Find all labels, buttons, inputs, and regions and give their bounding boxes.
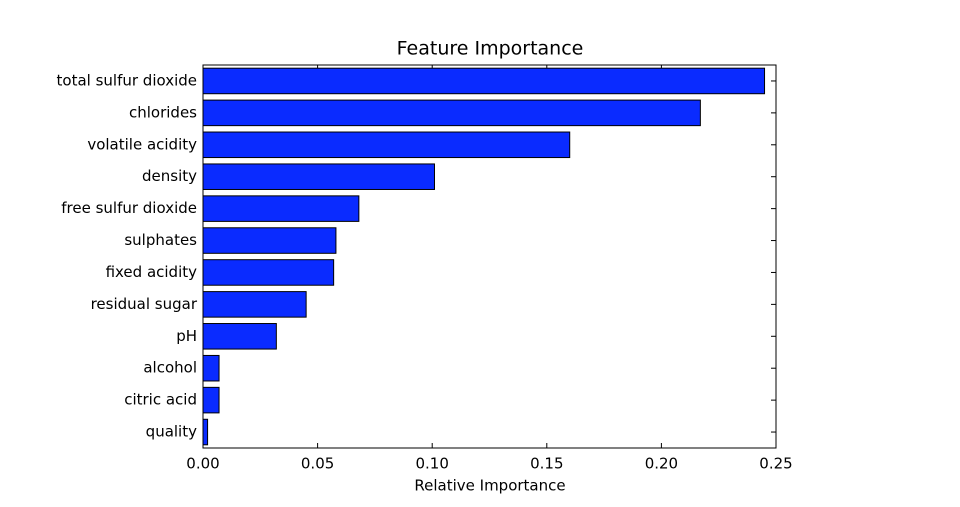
y-tick-label: total sulfur dioxide: [57, 71, 197, 89]
y-tick-label: free sulfur dioxide: [61, 199, 197, 217]
bar: [202, 67, 766, 95]
x-tick-label: 0.05: [301, 455, 334, 473]
bar: [202, 354, 220, 382]
x-tick-label: 0.10: [415, 455, 448, 473]
y-tick-label: fixed acidity: [106, 263, 198, 281]
x-axis-label: Relative Importance: [414, 477, 565, 495]
chart-title: Feature Importance: [397, 38, 584, 60]
y-tick-label: sulphates: [124, 231, 197, 249]
y-tick-label: volatile acidity: [87, 135, 197, 153]
bar: [202, 195, 360, 222]
y-tick-label: chlorides: [129, 103, 197, 121]
y-tick-label: alcohol: [143, 359, 197, 377]
bar: [202, 386, 220, 414]
y-tick-label: density: [142, 167, 197, 185]
y-tick-label: quality: [146, 423, 197, 441]
bar: [202, 259, 335, 286]
bar: [202, 323, 277, 350]
x-tick-label: 0.20: [645, 455, 678, 473]
x-tick-label: 0.15: [530, 455, 563, 473]
y-tick-label: residual sugar: [91, 295, 198, 313]
y-tick-label: pH: [176, 327, 197, 345]
bar: [202, 418, 209, 446]
bar: [202, 163, 435, 190]
x-tick-label: 0.25: [759, 455, 792, 473]
y-tick-label: citric acid: [124, 391, 197, 409]
bar: [202, 227, 337, 254]
x-tick-label: 0.00: [186, 455, 219, 473]
bar: [202, 291, 307, 318]
bar: [202, 99, 701, 127]
plot-frame: [202, 64, 777, 449]
bar: [202, 131, 571, 159]
